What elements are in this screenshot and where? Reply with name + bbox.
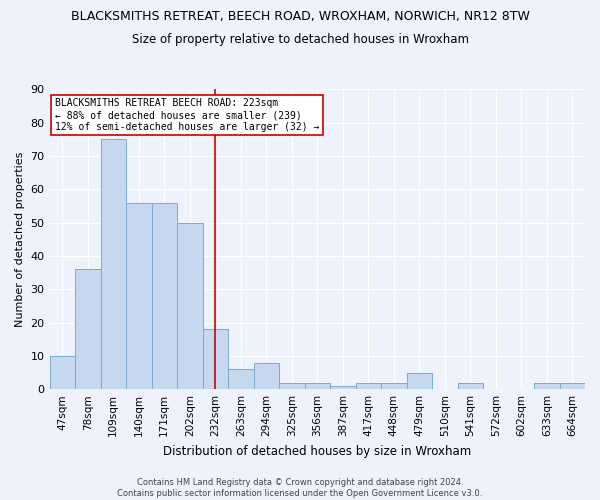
Bar: [330, 386, 356, 389]
Bar: [50, 356, 75, 389]
Text: Size of property relative to detached houses in Wroxham: Size of property relative to detached ho…: [131, 32, 469, 46]
Bar: [356, 382, 381, 389]
Y-axis label: Number of detached properties: Number of detached properties: [15, 152, 25, 327]
Bar: [126, 202, 152, 389]
Text: BLACKSMITHS RETREAT, BEECH ROAD, WROXHAM, NORWICH, NR12 8TW: BLACKSMITHS RETREAT, BEECH ROAD, WROXHAM…: [71, 10, 529, 23]
Bar: [75, 270, 101, 389]
Bar: [407, 372, 432, 389]
Bar: [254, 362, 279, 389]
Bar: [228, 369, 254, 389]
Bar: [203, 329, 228, 389]
Bar: [152, 202, 177, 389]
Bar: [458, 382, 483, 389]
Bar: [560, 382, 585, 389]
Bar: [305, 382, 330, 389]
Bar: [381, 382, 407, 389]
Bar: [534, 382, 560, 389]
Text: BLACKSMITHS RETREAT BEECH ROAD: 223sqm
← 88% of detached houses are smaller (239: BLACKSMITHS RETREAT BEECH ROAD: 223sqm ←…: [55, 98, 319, 132]
Text: Contains HM Land Registry data © Crown copyright and database right 2024.
Contai: Contains HM Land Registry data © Crown c…: [118, 478, 482, 498]
Bar: [279, 382, 305, 389]
Bar: [177, 222, 203, 389]
X-axis label: Distribution of detached houses by size in Wroxham: Distribution of detached houses by size …: [163, 444, 472, 458]
Bar: [101, 140, 126, 389]
